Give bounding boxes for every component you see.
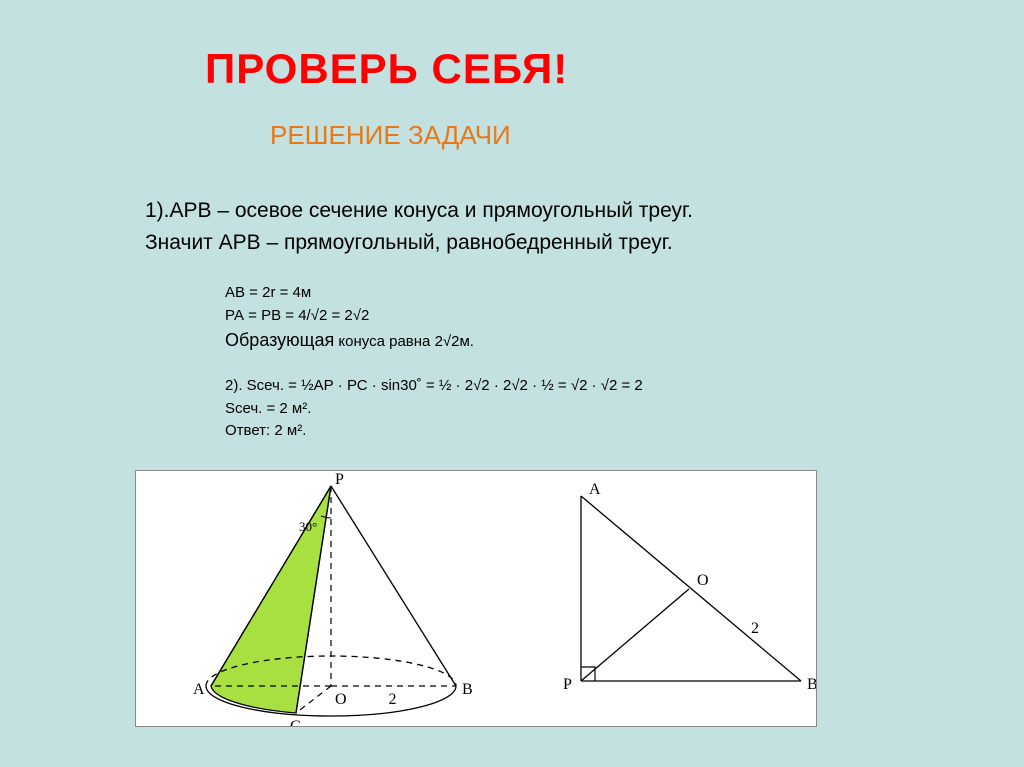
calc2-l2: Sсеч. = 2 м². (225, 398, 643, 421)
calc-l1: АВ = 2r = 4м (225, 282, 474, 305)
svg-text:2: 2 (389, 691, 397, 708)
svg-text:B: B (462, 681, 473, 698)
svg-text:A: A (589, 481, 601, 498)
calc-block-2: 2). Sсеч. = ½АР · РС · sin30˚ = ½ · 2√2 … (225, 375, 643, 443)
svg-text:B: B (807, 676, 816, 693)
calc-l3-rest: конуса равна 2√2м. (334, 333, 474, 350)
svg-text:O: O (335, 691, 347, 708)
svg-text:2: 2 (751, 620, 759, 637)
p1-line1: 1).АРВ – осевое сечение конуса и прямоуг… (145, 199, 693, 222)
svg-text:30°: 30° (299, 519, 317, 534)
svg-text:A: A (193, 681, 205, 698)
subtitle: РЕШЕНИЕ ЗАДАЧИ (270, 120, 511, 151)
page-title: ПРОВЕРЬ СЕБЯ! (205, 45, 568, 93)
svg-text:O: O (697, 572, 709, 589)
calc2-l3: Ответ: 2 м². (225, 420, 643, 443)
figure-svg: P A B O C 30° 2 A P B O 2 (136, 471, 816, 726)
svg-text:P: P (563, 676, 572, 693)
p1-line2: Значит АРВ – прямоугольный, равнобедренн… (145, 231, 673, 254)
calc-l3: Образующая конуса равна 2√2м. (225, 327, 474, 354)
svg-text:C: C (290, 718, 301, 726)
calc-block-1: АВ = 2r = 4м РА = РВ = 4/√2 = 2√2 Образу… (225, 282, 474, 354)
calc2-l1: 2). Sсеч. = ½АР · РС · sin30˚ = ½ · 2√2 … (225, 375, 643, 398)
calc-l3-big: Образующая (225, 330, 334, 350)
figure-box: P A B O C 30° 2 A P B O 2 (135, 470, 817, 727)
svg-text:P: P (335, 471, 344, 488)
paragraph-1: 1).АРВ – осевое сечение конуса и прямоуг… (145, 195, 693, 258)
calc-l2: РА = РВ = 4/√2 = 2√2 (225, 305, 474, 328)
